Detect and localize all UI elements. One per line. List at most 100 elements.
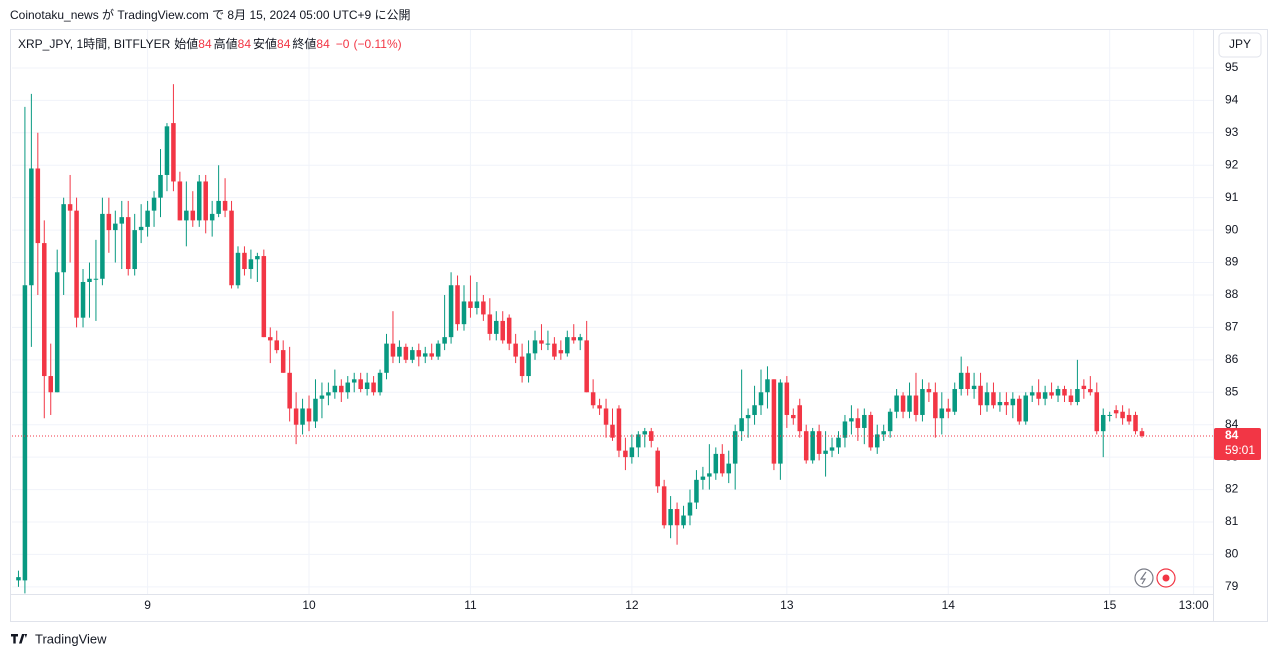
candle-body — [506, 317, 512, 344]
candle-body — [16, 577, 21, 581]
candle-body — [481, 301, 486, 315]
brand-name: TradingView — [35, 631, 107, 646]
candle-body — [403, 346, 409, 360]
candle-body — [513, 343, 518, 357]
candle-body — [67, 204, 73, 211]
candle-body — [952, 389, 957, 412]
y-tick-label: 90 — [1225, 222, 1239, 236]
candle-body — [1094, 392, 1100, 432]
candle-body — [920, 389, 925, 415]
candle-body — [797, 405, 803, 432]
candle-body — [855, 418, 861, 428]
candle-body — [784, 382, 790, 415]
candle-body — [42, 243, 47, 377]
candle-body — [442, 337, 447, 344]
legend: XRP_JPY, 1時間, BITFLYER 始値 84 高値 84 安値 84 終値 84 −0… — [18, 36, 402, 51]
legend-label: 安値 — [253, 36, 277, 51]
candle-body — [655, 450, 660, 487]
candle-body — [203, 181, 208, 221]
candle-body — [248, 259, 254, 270]
candle-body — [597, 405, 602, 409]
candle-body — [791, 414, 796, 419]
y-tick-label: 91 — [1225, 190, 1239, 204]
candle-body — [242, 252, 247, 270]
candle-body — [603, 408, 609, 425]
legend-value: 84 — [238, 37, 252, 51]
candle-body — [816, 431, 822, 454]
candle-body — [326, 392, 331, 396]
x-tick-label: 11 — [464, 598, 477, 612]
candle-body — [1133, 414, 1138, 432]
candle-body — [823, 450, 828, 454]
candle-body — [390, 343, 396, 357]
replay-icon[interactable] — [1134, 568, 1154, 588]
candle-body — [106, 213, 112, 231]
x-tick-label: 13 — [780, 598, 794, 612]
candle-body — [1068, 395, 1074, 402]
candle-body — [1004, 402, 1009, 406]
currency: JPY — [1229, 37, 1251, 51]
chart-frame — [10, 29, 1268, 622]
candle-body — [565, 337, 570, 354]
candle-body — [629, 447, 635, 458]
candle-body — [526, 353, 531, 377]
candle-body — [881, 431, 886, 435]
candle-body — [803, 431, 809, 461]
candle-body — [810, 431, 815, 461]
candle-body — [48, 376, 54, 393]
status-icons — [1134, 568, 1176, 588]
legend-value: 84 — [198, 37, 212, 51]
candle-body — [1049, 392, 1054, 396]
candle-body — [636, 434, 641, 448]
candle-body — [468, 301, 473, 308]
candle-body — [158, 174, 163, 198]
candle-body — [377, 372, 383, 393]
currency-button[interactable] — [1218, 32, 1262, 58]
candle-body — [874, 434, 880, 448]
y-tick-label: 93 — [1225, 125, 1239, 139]
legend-value: 84 — [277, 37, 291, 51]
brand: TradingView — [10, 631, 107, 646]
candle-body — [771, 379, 777, 464]
candle-body — [1042, 392, 1048, 399]
candle-body — [61, 204, 66, 273]
legend-label: 高値 — [214, 36, 238, 51]
candle-body — [1036, 392, 1041, 399]
record-dot — [1162, 574, 1170, 582]
candle-body — [739, 418, 744, 432]
candle-body — [1075, 389, 1080, 402]
candle-body — [177, 181, 183, 221]
candle-body — [93, 278, 99, 280]
y-tick-label: 95 — [1225, 60, 1239, 74]
candle-body — [410, 350, 415, 360]
candle-body — [758, 392, 764, 406]
candle-body — [54, 272, 60, 393]
symbol: XRP_JPY, 1時間, BITFLYER — [18, 37, 171, 51]
candle-body — [261, 256, 267, 338]
candle-body — [590, 392, 596, 406]
candle-body — [100, 213, 105, 279]
lightning — [1139, 571, 1147, 585]
y-tick-label: 92 — [1225, 157, 1239, 171]
y-tick-label: 94 — [1225, 93, 1239, 107]
candle-body — [939, 408, 945, 419]
candle-body — [577, 337, 583, 341]
candle-body — [487, 314, 493, 334]
candle-body — [991, 392, 996, 406]
candle-body — [164, 126, 170, 175]
candle-body — [293, 408, 299, 425]
candle-body — [429, 353, 434, 357]
candle-body — [138, 226, 144, 231]
x-tick-label: 9 — [144, 598, 151, 612]
candle-body — [300, 408, 305, 425]
candle-body — [842, 421, 848, 438]
candle-body — [306, 408, 312, 422]
x-tick-label: 10 — [302, 598, 316, 612]
candle-body — [836, 437, 841, 448]
candle-body — [280, 350, 286, 373]
last-price-label: 84 — [1225, 428, 1239, 442]
candle-body — [997, 402, 1003, 406]
candle-body — [145, 210, 150, 227]
candle-body — [539, 340, 544, 344]
